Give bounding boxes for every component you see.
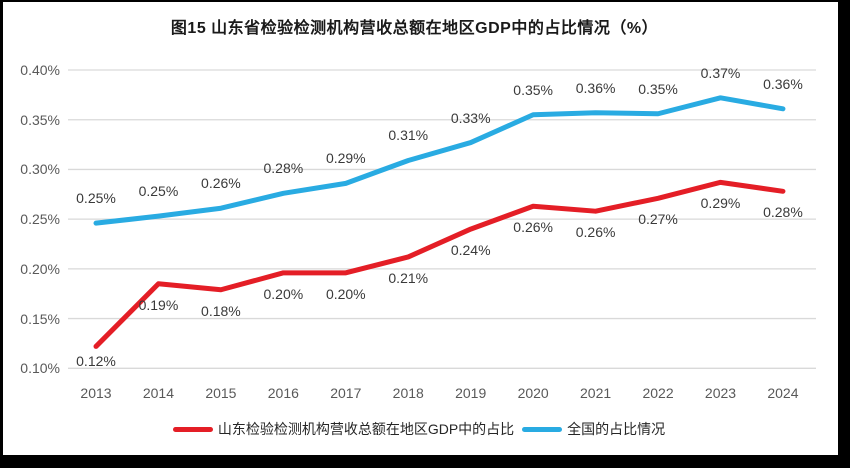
y-axis-tick-label: 0.20% bbox=[20, 260, 60, 277]
data-label: 0.28% bbox=[763, 204, 803, 221]
data-label: 0.26% bbox=[513, 219, 553, 236]
x-axis-tick-label: 2023 bbox=[704, 385, 737, 401]
data-label: 0.20% bbox=[325, 285, 366, 302]
data-label: 0.35% bbox=[513, 81, 553, 98]
data-label: 0.36% bbox=[575, 79, 616, 96]
data-label: 0.20% bbox=[263, 285, 304, 302]
data-label: 0.25% bbox=[76, 190, 116, 207]
x-axis-tick-label: 2013 bbox=[80, 385, 112, 401]
data-label: 0.26% bbox=[575, 224, 616, 241]
x-axis-tick-label: 2015 bbox=[205, 385, 237, 401]
y-axis-tick-label: 0.35% bbox=[20, 111, 60, 128]
data-label: 0.29% bbox=[700, 195, 741, 212]
data-label: 0.26% bbox=[201, 175, 241, 192]
x-axis-tick-label: 2021 bbox=[580, 385, 612, 401]
legend: 山东检验检测机构营收总额在地区GDP中的占比 全国的占比情况 bbox=[0, 419, 838, 439]
shandong-line-swatch-icon bbox=[172, 426, 213, 432]
data-label: 0.36% bbox=[763, 75, 803, 92]
x-axis-tick-label: 2020 bbox=[517, 385, 549, 401]
x-axis-tick-label: 2019 bbox=[455, 385, 487, 401]
y-axis-tick-label: 0.15% bbox=[20, 310, 60, 327]
legend-item-shandong: 山东检验检测机构营收总额在地区GDP中的占比 bbox=[172, 419, 515, 439]
x-axis-tick-label: 2014 bbox=[142, 385, 175, 401]
data-label: 0.25% bbox=[138, 183, 179, 200]
data-label: 0.18% bbox=[201, 302, 241, 319]
legend-label-national: 全国的占比情况 bbox=[567, 421, 666, 437]
legend-item-national: 全国的占比情况 bbox=[522, 419, 665, 439]
data-label: 0.33% bbox=[450, 109, 491, 126]
y-axis-tick-label: 0.30% bbox=[20, 161, 60, 178]
data-label: 0.19% bbox=[138, 296, 179, 313]
y-axis-tick-label: 0.40% bbox=[20, 62, 60, 78]
chart-title: 图15 山东省检验检测机构营收总额在地区GDP中的占比情况（%） bbox=[170, 20, 659, 37]
y-axis-tick-label: 0.25% bbox=[20, 211, 60, 228]
y-axis-tick-label: 0.10% bbox=[20, 360, 60, 377]
legend-label-shandong: 山东检验检测机构营收总额在地区GDP中的占比 bbox=[217, 421, 515, 437]
data-label: 0.21% bbox=[388, 269, 429, 286]
x-axis-tick-label: 2018 bbox=[392, 385, 424, 401]
x-axis-tick-label: 2022 bbox=[642, 385, 674, 401]
data-label: 0.27% bbox=[638, 211, 678, 228]
data-label: 0.28% bbox=[263, 160, 304, 177]
data-label: 0.29% bbox=[325, 150, 366, 167]
data-label: 0.24% bbox=[450, 242, 491, 259]
x-axis-tick-label: 2017 bbox=[330, 385, 362, 401]
data-label: 0.35% bbox=[638, 80, 678, 97]
data-label: 0.31% bbox=[388, 127, 429, 144]
x-axis-tick-label: 2016 bbox=[267, 385, 299, 401]
data-label: 0.12% bbox=[76, 353, 116, 369]
national-line-swatch-icon bbox=[522, 426, 563, 432]
x-axis-tick-label: 2024 bbox=[767, 385, 799, 401]
data-label: 0.37% bbox=[700, 64, 741, 81]
